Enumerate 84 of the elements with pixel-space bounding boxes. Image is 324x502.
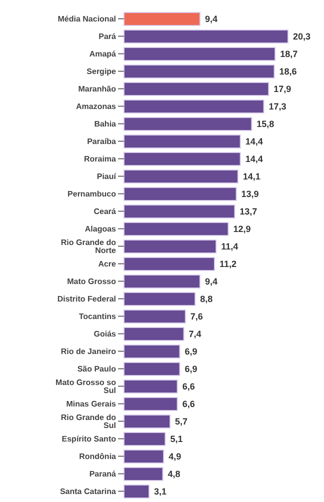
y-tick-label: Bahia [94,120,117,129]
bar [124,309,186,324]
bar [124,239,217,254]
data-label: 15,8 [256,119,274,130]
data-label: 14,4 [245,136,263,147]
bar [124,186,237,201]
bar [124,169,238,184]
data-label: 18,7 [280,49,298,60]
y-tick-label: Alagoas [84,224,117,234]
data-label: 11,4 [221,242,238,252]
data-label: 6,9 [184,364,198,374]
bar [124,99,264,114]
y-tick-label: Acre [98,260,117,269]
bar [124,379,178,394]
data-label: 7,4 [188,329,202,340]
bar [124,484,150,498]
bar [124,292,196,306]
data-label: 9,4 [204,276,218,287]
bar [124,152,241,166]
y-tick-label: Rio de Janeiro [60,347,116,356]
data-label: 3,1 [154,486,167,497]
data-label: 11,2 [219,259,237,270]
data-label: 9,4 [204,14,218,24]
y-tick-label: Tocantins [78,312,117,322]
y-tick-label: Média Nacional [58,14,116,24]
y-tick-label: Sergipe [86,67,117,76]
y-tick-label: Mato Grosso [67,277,116,286]
data-label: 18,6 [279,66,297,77]
y-tick-label: Goiás [94,330,117,339]
y-tick-label: Amapá [89,50,117,59]
data-label: 4,8 [168,469,180,480]
bar [124,204,236,218]
y-tick-label: Amazonas [76,102,117,112]
data-label: 14,1 [242,172,260,182]
bar [124,64,275,78]
data-label: 17,9 [274,84,292,94]
y-tick-label: Pernambuco [68,190,116,199]
bar [124,396,178,411]
y-tick-label: Santa Catarina [60,487,117,496]
data-label: 8,8 [200,294,213,304]
y-tick-label: Piauí [96,172,117,182]
y-tick-label: Pará [98,32,117,42]
data-label: 7,6 [190,312,203,322]
bar [124,274,200,288]
bar [124,222,229,236]
data-label: 4,9 [168,452,182,462]
bar [124,344,180,358]
bar [124,134,241,148]
bar [124,432,166,446]
y-tick-label: Paraná [89,470,117,479]
data-label: 13,9 [241,189,259,200]
bar [124,29,288,44]
y-tick-label: Mato Grosso so Sul [56,378,116,396]
y-tick-label: Rio Grande do Norte [60,238,117,256]
data-label: 6,9 [184,346,198,357]
bar [124,362,180,376]
bar [124,414,171,428]
bar [124,466,164,481]
data-label: 6,6 [182,399,195,410]
data-label: 5,7 [175,416,188,427]
y-tick-label: Roraima [84,154,117,164]
bar [124,12,200,26]
bar [124,449,164,464]
data-label: 6,6 [182,382,195,392]
data-label: 5,1 [170,434,183,444]
y-tick-label: Distrito Federal [57,294,116,304]
y-tick-label: Rio Grande do Sul [60,413,116,430]
y-tick-label: São Paulo [77,364,116,374]
bar [124,326,184,341]
y-tick-label: Espírito Santo [62,434,116,444]
bar [124,116,252,131]
data-label: 12,9 [233,224,251,234]
data-label: 13,7 [240,206,258,217]
data-label: 20,3 [293,32,311,42]
y-tick-label: Minas Gerais [66,400,117,409]
y-tick-label: Maranhão [78,84,116,94]
y-tick-label: Ceará [94,207,117,216]
bar [124,82,270,96]
bar [124,256,215,271]
y-tick-label: Rondônia [79,452,117,462]
y-tick-label: Paraíba [87,137,117,146]
data-label: 14,4 [245,154,263,164]
data-label: 17,3 [268,102,286,112]
bar [124,46,276,61]
